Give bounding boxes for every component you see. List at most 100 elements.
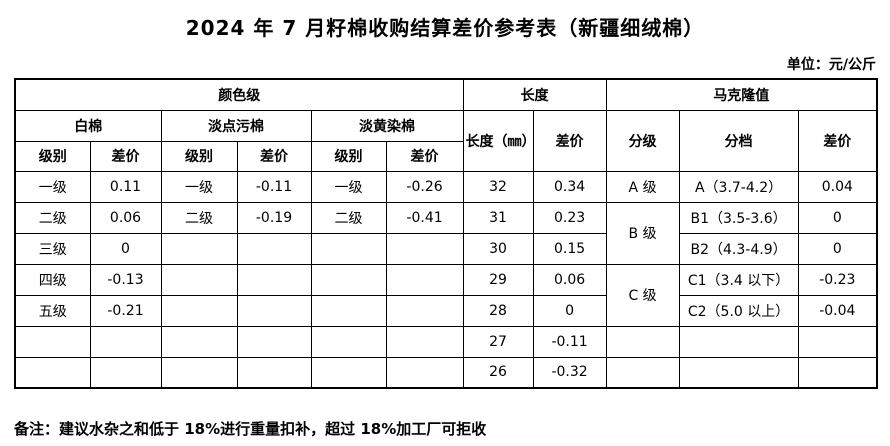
table-cell: 31: [462, 201, 534, 234]
header-light-yellow-stained-cotton: 淡黄染棉: [310, 109, 464, 142]
table-cell: [160, 232, 238, 265]
table-cell: -0.32: [532, 356, 607, 389]
table-cell: [236, 263, 312, 296]
table-cell: [236, 325, 312, 358]
table-cell: [236, 232, 312, 265]
table-cell: A 级: [605, 170, 680, 203]
table-cell: -0.26: [385, 170, 464, 203]
unit-label: 单位：元/公斤: [786, 57, 876, 73]
table-cell: 30: [462, 232, 534, 265]
table-cell: 0.04: [797, 170, 878, 203]
table-cell: [797, 356, 878, 389]
table-cell: [160, 325, 238, 358]
table-cell: [385, 232, 464, 265]
table-cell: [89, 356, 162, 389]
table-cell: A（3.7-4.2）: [678, 170, 799, 203]
table-cell: [605, 325, 680, 358]
table-cell: [385, 263, 464, 296]
table-cell: -0.04: [797, 294, 878, 327]
header-yellow-diff: 差价: [385, 140, 464, 172]
table-cell: 27: [462, 325, 534, 358]
table-cell: 0.06: [532, 263, 607, 296]
table-cell: 0.11: [89, 170, 162, 203]
header-length-mm: 长度（㎜）: [462, 109, 534, 172]
table-cell: [14, 356, 91, 389]
table-cell: [310, 294, 387, 327]
table-cell: 32: [462, 170, 534, 203]
table-row: 三级 0 30 0.15 B2（4.3-4.9） 0: [14, 232, 878, 265]
header-row-columns: 级别 差价 级别 差价 级别 差价: [14, 140, 877, 172]
table-cell: C1（3.4 以下）: [678, 263, 799, 296]
header-micronaire-diff: 差价: [797, 109, 878, 172]
table-cell: [89, 325, 162, 358]
table-cell: [160, 294, 238, 327]
header-color-grade: 颜色级: [14, 78, 464, 111]
header-length-group: 长度: [462, 78, 607, 111]
table-cell: -0.11: [532, 325, 607, 358]
table-cell: 0.34: [532, 170, 607, 203]
table-cell: 二级: [14, 201, 91, 234]
header-spotted-diff: 差价: [236, 140, 312, 172]
table-cell: [236, 294, 312, 327]
table-cell: 0.15: [532, 232, 607, 265]
table-cell: 0: [89, 232, 162, 265]
table-cell: [385, 294, 464, 327]
table-cell: [310, 325, 387, 358]
table-cell: 三级: [14, 232, 91, 265]
table-cell: 二级: [310, 201, 387, 234]
table-cell: 一级: [310, 170, 387, 203]
table-cell: 0: [532, 294, 607, 327]
table-row: 一级 0.11 一级 -0.11 一级 -0.26 32 0.34 A 级 A（…: [14, 170, 878, 203]
header-white-diff: 差价: [89, 140, 162, 172]
header-spotted-grade: 级别: [160, 140, 238, 172]
table-row: 四级 -0.13 29 0.06 C 级 C1（3.4 以下） -0.23: [14, 263, 878, 327]
header-light-spotted-cotton: 淡点污棉: [160, 109, 312, 142]
header-row-groups: 颜色级 长度 马克隆值: [14, 78, 878, 111]
table-cell: [14, 325, 91, 358]
header-white-grade: 级别: [14, 140, 91, 172]
table-cell: 四级: [14, 263, 91, 296]
table-cell: [160, 356, 238, 389]
table-cell: 一级: [14, 170, 91, 203]
table-cell: 0.23: [532, 201, 607, 234]
header-micronaire-group: 马克隆值: [605, 78, 878, 111]
table-cell: [310, 263, 387, 296]
table-cell: [797, 325, 878, 358]
table-cell: -0.41: [385, 201, 464, 234]
table-cell: 0.06: [89, 201, 162, 234]
table-cell: 26: [462, 356, 534, 389]
header-tier: 分档: [678, 109, 799, 172]
table-cell: -0.23: [797, 263, 878, 296]
table-row: 26 -0.32: [14, 356, 878, 389]
table-cell: -0.21: [89, 294, 162, 327]
table-cell: 0: [797, 232, 878, 265]
table-cell: [310, 356, 387, 389]
table-cell: -0.13: [89, 263, 162, 296]
header-length-diff: 差价: [532, 109, 607, 172]
table-cell: [160, 263, 238, 296]
table-row: 二级 0.06 二级 -0.19 二级 -0.41 31 0.23 B 级 B1…: [14, 201, 878, 265]
table-cell: [605, 356, 680, 389]
table-cell: 0: [797, 201, 878, 234]
table-cell: 29: [462, 263, 534, 296]
table-cell: C2（5.0 以上）: [678, 294, 799, 327]
table-cell: 二级: [160, 201, 238, 234]
price-diff-table: 颜色级 长度 马克隆值 白棉 淡点污棉 淡黄染棉 长度（㎜） 差价 分级 分档 …: [14, 78, 879, 389]
table-row: 五级 -0.21 28 0 C2（5.0 以上） -0.04: [14, 294, 878, 327]
table-cell: [385, 356, 464, 389]
table-cell: [236, 356, 312, 389]
header-yellow-grade: 级别: [310, 140, 387, 172]
table-cell: 一级: [160, 170, 238, 203]
table-row: 27 -0.11: [14, 325, 878, 358]
header-white-cotton: 白棉: [14, 109, 162, 142]
table-cell: -0.19: [236, 201, 312, 234]
header-classification: 分级: [605, 109, 680, 172]
table-cell: B1（3.5-3.6）: [678, 201, 799, 234]
table-cell: C 级: [605, 263, 680, 327]
table-cell: 五级: [14, 294, 91, 327]
table-cell: [385, 325, 464, 358]
table-cell: B2（4.3-4.9）: [678, 232, 799, 265]
table-cell: [310, 232, 387, 265]
table-cell: B 级: [605, 201, 680, 265]
